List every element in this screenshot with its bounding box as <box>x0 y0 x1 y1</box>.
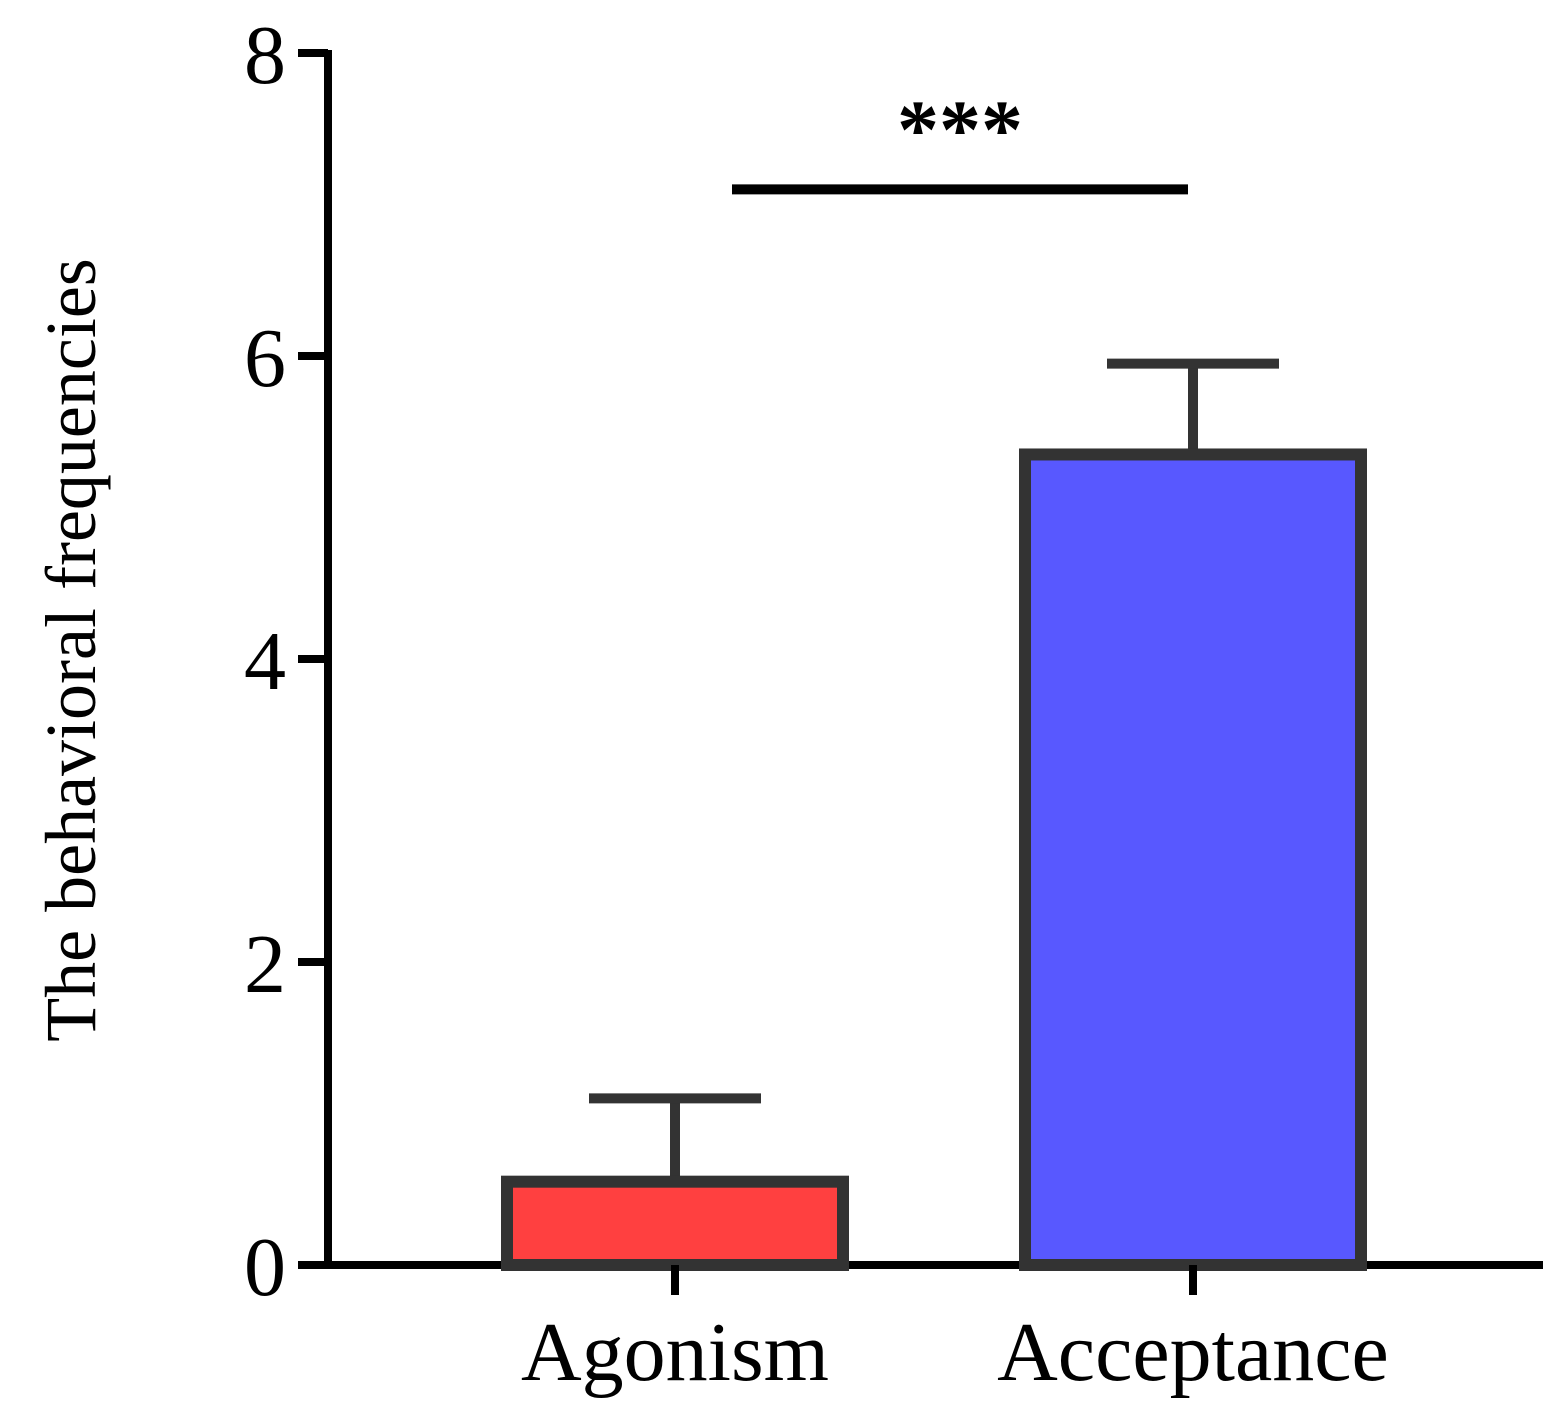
x-tick-label-agonism: Agonism <box>521 1306 829 1399</box>
significance-group: *** <box>732 83 1188 195</box>
y-ticks-group: 0 2 4 6 8 <box>244 9 328 1314</box>
y-tick-label-4: 4 <box>244 615 286 708</box>
y-tick-label-0: 0 <box>244 1221 286 1314</box>
y-tick-label-8: 8 <box>244 9 286 102</box>
y-tick-label-2: 2 <box>244 918 286 1011</box>
significance-label: *** <box>897 83 1023 176</box>
bar-agonism <box>501 1175 849 1272</box>
error-bars-group <box>589 358 1279 1182</box>
x-ticks-group: Agonism Acceptance <box>521 1265 1389 1399</box>
bar-acceptance <box>1019 448 1367 1272</box>
y-tick-label-6: 6 <box>244 312 286 405</box>
y-axis-label: The behavioral frequencies <box>31 258 111 1042</box>
bars-group <box>501 448 1367 1272</box>
x-tick-label-acceptance: Acceptance <box>997 1306 1389 1399</box>
